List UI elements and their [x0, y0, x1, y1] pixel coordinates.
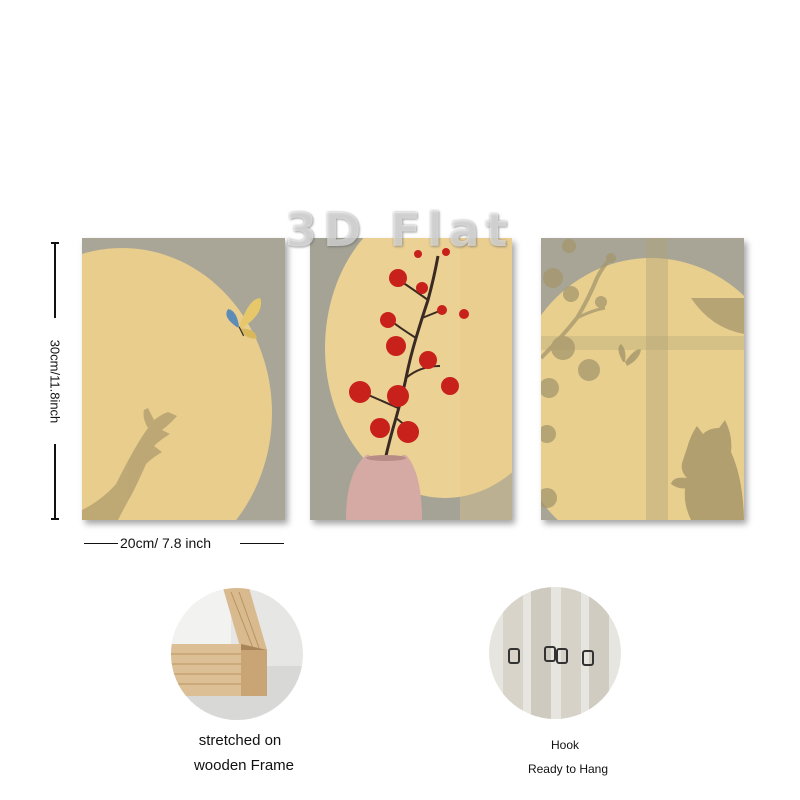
width-dimension-label: 20cm/ 7.8 inch [120, 535, 212, 551]
frame-caption-line1: stretched on [198, 732, 282, 749]
cat-shadow [671, 420, 744, 520]
wood-frame-icon [171, 588, 267, 696]
butterfly-shadow [618, 344, 641, 366]
vase [346, 454, 422, 520]
height-dimension-label: 30cm/11.8inch [47, 339, 63, 423]
frame-caption-line2: wooden Frame [193, 757, 295, 774]
plum-blossom-branch [349, 248, 469, 461]
hand-shadow [82, 408, 177, 520]
width-dimension-line-left [84, 543, 118, 544]
butterfly-icon [226, 298, 262, 339]
hook-caption-line1: Hook [550, 738, 579, 752]
watermark: 3D Flat [285, 203, 514, 257]
width-dimension-line-right [240, 543, 284, 544]
branch-shadow [541, 239, 744, 508]
painting-left [82, 238, 285, 520]
hook-icon [508, 646, 594, 666]
painting-middle [310, 238, 512, 520]
wooden-frame-photo [171, 588, 303, 720]
painting-right [541, 238, 744, 520]
hook-caption-line2: Ready to Hang [527, 762, 609, 776]
hook-photo [489, 587, 621, 719]
